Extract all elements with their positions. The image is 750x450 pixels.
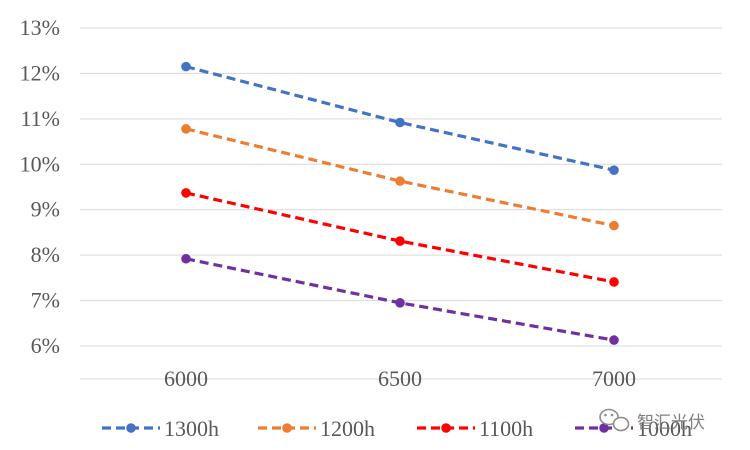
legend-marker-1300h (126, 423, 136, 433)
series-line-1100h (185, 191, 615, 284)
data-point-1300h (181, 61, 191, 72)
y-tick-label: 13% (20, 15, 60, 40)
legend-label: 1100h (479, 416, 533, 441)
legend-label: 1200h (320, 416, 375, 441)
x-tick-label: 6000 (164, 366, 208, 391)
data-point-1000h (395, 298, 405, 308)
x-tick-label: 6500 (378, 366, 422, 391)
data-point-1200h (609, 220, 619, 231)
gridlines (80, 27, 722, 380)
data-point-1300h (395, 117, 405, 128)
watermark: 智汇光伏 (599, 408, 705, 433)
y-tick-label: 7% (31, 288, 60, 313)
data-point-1000h (609, 335, 619, 345)
watermark-text: 智汇光伏 (637, 413, 705, 433)
legend-marker-1000h (599, 423, 609, 433)
legend-label: 1000h (637, 416, 692, 441)
series-line-1300h (185, 65, 615, 172)
x-tick-label: 7000 (592, 366, 636, 391)
wechat-icon (599, 408, 630, 432)
data-point-1200h (395, 176, 405, 186)
y-tick-label: 12% (20, 60, 60, 85)
y-tick-label: 10% (20, 151, 60, 176)
y-tick-label: 8% (31, 242, 60, 267)
data-point-1100h (181, 188, 191, 198)
legend-marker-1100h (441, 423, 451, 433)
legend-marker-1200h (282, 423, 292, 433)
y-tick-label: 6% (31, 333, 60, 358)
data-point-1100h (609, 277, 619, 287)
data-point-1000h (181, 253, 191, 264)
y-axis-ticks: 6% 7% 8% 9% 10% 11% 12% 13% (20, 15, 60, 358)
legend-label: 1300h (164, 416, 219, 441)
data-point-1200h (181, 124, 191, 134)
legend: 1300h 1200h 1100h 1000h (102, 416, 692, 441)
series-line-1200h (185, 127, 615, 228)
data-point-1100h (395, 236, 405, 246)
y-tick-label: 9% (31, 197, 60, 222)
x-axis-ticks: 6000 6500 7000 (164, 366, 636, 391)
y-tick-label: 11% (20, 106, 60, 131)
data-point-1300h (609, 165, 619, 175)
series-lines (181, 61, 619, 345)
